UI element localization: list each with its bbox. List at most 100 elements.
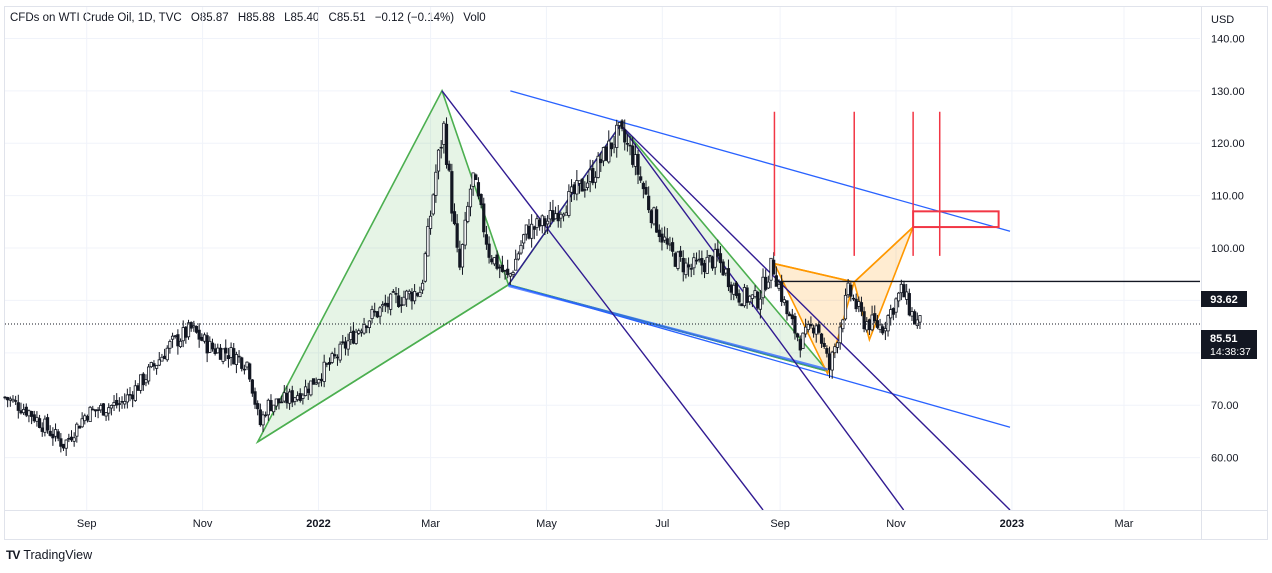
y-tick-label: 120.00 — [1211, 138, 1245, 150]
time-axis[interactable]: Sep Nov 2022 Mar May Jul Sep Nov 2023 Mar — [77, 518, 1134, 530]
candle-body — [889, 309, 893, 319]
candle-body — [115, 399, 119, 406]
candle-body — [769, 257, 773, 281]
candle-body — [878, 324, 882, 330]
candle-body — [141, 373, 145, 386]
candle-body — [192, 325, 196, 328]
candle-body — [825, 348, 829, 354]
candle-body — [625, 143, 629, 145]
candle-body — [567, 191, 571, 216]
candle-body — [748, 295, 752, 303]
candle-body — [311, 378, 316, 385]
candle-body — [641, 182, 645, 190]
x-tick-label: May — [536, 518, 557, 530]
candle-body — [59, 438, 63, 447]
candle-body — [245, 361, 249, 368]
candle-body — [673, 253, 677, 267]
price-axis[interactable]: 60.0070.0080.0090.00100.00110.00120.0013… — [1211, 33, 1245, 464]
candle-body — [740, 303, 744, 307]
candle-body — [530, 223, 534, 239]
candle-body — [633, 154, 637, 167]
candle-body — [29, 411, 34, 417]
candle-body — [796, 333, 800, 338]
candle-body — [883, 328, 887, 332]
candle-body — [389, 293, 393, 310]
candle-body — [250, 379, 254, 394]
x-tick-label: Nov — [886, 518, 906, 530]
tradingview-logo-icon: TV — [6, 548, 20, 562]
candle-body — [378, 307, 382, 317]
candle-body — [830, 351, 834, 371]
candle-body — [410, 291, 414, 302]
candle-body — [128, 394, 132, 396]
candle-body — [535, 218, 539, 228]
x-tick-label: Sep — [77, 518, 97, 530]
candle-body — [237, 355, 241, 358]
candle-body — [694, 259, 699, 262]
candle-body — [538, 219, 542, 227]
candle-body — [184, 326, 188, 338]
candle-body — [471, 172, 475, 187]
candle-body — [498, 266, 502, 269]
candle-body — [402, 296, 406, 306]
candle-body — [809, 324, 813, 327]
candle-body — [553, 213, 558, 220]
candle-body — [710, 256, 715, 269]
candle-body — [370, 309, 374, 320]
candle-body — [907, 293, 911, 316]
candle-body — [580, 178, 584, 192]
legend-symbol: CFDs on WTI Crude Oil, 1D, TVC — [10, 12, 182, 24]
candle-body — [612, 144, 616, 148]
candle-body — [788, 313, 792, 317]
candle-body — [726, 268, 731, 288]
candle-body — [335, 356, 340, 359]
candle-body — [591, 168, 595, 184]
candle-body — [455, 223, 459, 248]
candle-body — [325, 363, 329, 365]
candle-body — [628, 144, 632, 147]
candle-body — [117, 403, 121, 405]
candle-body — [777, 283, 781, 289]
candle-body — [859, 302, 864, 312]
candle-body — [716, 248, 720, 257]
candle-body — [200, 336, 204, 341]
candle-body — [665, 238, 669, 245]
candle-body — [107, 407, 111, 414]
candle-body — [32, 414, 36, 422]
candle-body — [426, 226, 430, 257]
candle-body — [484, 234, 489, 245]
candle-body — [790, 314, 794, 320]
tradingview-branding[interactable]: TV TradingView — [6, 548, 92, 562]
candle-body — [652, 207, 656, 225]
candle-body — [322, 361, 326, 382]
candle-body — [189, 322, 193, 329]
candle-body — [399, 304, 403, 306]
candle-body — [468, 188, 473, 208]
candle-body — [96, 409, 100, 412]
candle-body — [415, 293, 419, 296]
candle-body — [732, 284, 736, 295]
candle-body — [351, 330, 356, 344]
candle-body — [104, 412, 108, 417]
candle-body — [27, 410, 31, 417]
candle-body — [120, 401, 124, 403]
drawings-front[interactable] — [5, 111, 1200, 325]
candle-body — [298, 393, 302, 401]
candle-body — [442, 122, 446, 145]
candle-body — [349, 332, 353, 341]
candle-body — [56, 431, 60, 439]
candle-body — [676, 251, 680, 269]
candle-body — [607, 140, 611, 163]
candle-body — [125, 394, 129, 403]
candle-body — [373, 310, 377, 313]
candle-body — [109, 405, 113, 409]
pitchfork-line-3 — [620, 124, 1011, 511]
candle-body — [420, 282, 425, 291]
candle-body — [248, 363, 252, 380]
candle-body — [274, 398, 278, 407]
candle-body — [708, 254, 712, 257]
candle-body — [460, 244, 465, 268]
candle-body — [750, 294, 754, 299]
candle-body — [397, 295, 401, 307]
